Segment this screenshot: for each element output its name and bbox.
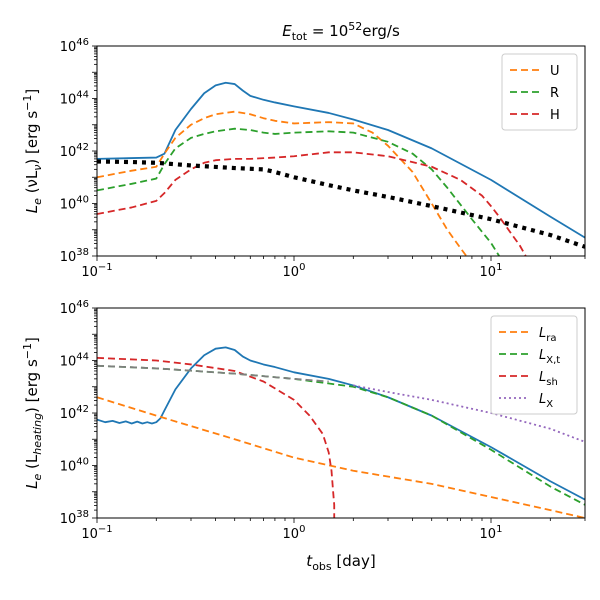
- series-line-total: [97, 81, 585, 239]
- x-axis-label: tobs [day]: [306, 552, 375, 573]
- legend-entry-label: Lsh: [539, 370, 558, 388]
- y-tick-label: 1038: [60, 247, 89, 265]
- y-tick-label: 1040: [60, 457, 89, 475]
- y-tick-label: 1042: [60, 142, 89, 160]
- legend-box: [501, 53, 578, 131]
- chart-title: Etot = 1052erg/s: [282, 20, 400, 43]
- x-tick-label: 100: [283, 262, 306, 280]
- x-tick-label: 10−1: [81, 262, 112, 280]
- legend: Lra LX,t Lsh LX: [490, 315, 578, 415]
- series-group: [97, 346, 585, 518]
- legend-entry-label: H: [550, 108, 560, 123]
- panel-2: 10−1 100 101 1038 1040 1042 1044 1046 Le (Lheati…: [21, 299, 586, 573]
- x-tick-label: 101: [480, 524, 503, 542]
- legend-box: [490, 315, 578, 415]
- y-tick-label: 1042: [60, 404, 89, 422]
- series-line-h: [97, 151, 527, 256]
- y-axis-label: Le (νLν) [erg s−1]: [21, 89, 44, 213]
- legend-entry-label: LX,t: [539, 348, 560, 366]
- series-line-u: [97, 110, 468, 256]
- y-tick-label: 1044: [60, 352, 89, 370]
- series-line-l-x-t: [97, 364, 585, 506]
- y-tick-label: 1038: [60, 509, 89, 527]
- series-line-black-dotted: [97, 159, 585, 249]
- legend-entry-label: U: [550, 64, 560, 79]
- legend-entry-label: LX: [539, 392, 553, 410]
- legend: URH: [501, 53, 578, 131]
- y-tick-label: 1046: [60, 37, 89, 55]
- legend-entry-label: Lra: [539, 326, 557, 344]
- legend-entry-label: R: [550, 86, 559, 101]
- y-tick-label: 1046: [60, 299, 89, 317]
- y-tick-label: 1040: [60, 195, 89, 213]
- panel-1: 10−1 100 101 1038 1040 1042 1044 1046 Le (νLν) […: [21, 20, 586, 280]
- y-axis-label: Le (Lheating) [erg s−1]: [21, 337, 44, 489]
- x-tick-label: 10−1: [81, 524, 112, 542]
- series-line-l-x: [353, 384, 585, 443]
- x-tick-label: 100: [283, 524, 306, 542]
- series-line-l-ra: [97, 396, 585, 518]
- x-tick-label: 101: [480, 262, 503, 280]
- series-group: [97, 81, 585, 256]
- y-tick-label: 1044: [60, 90, 89, 108]
- series-line-r: [97, 127, 500, 256]
- series-line-gray-dashed: [97, 364, 329, 383]
- series-line-l-sh: [97, 356, 336, 518]
